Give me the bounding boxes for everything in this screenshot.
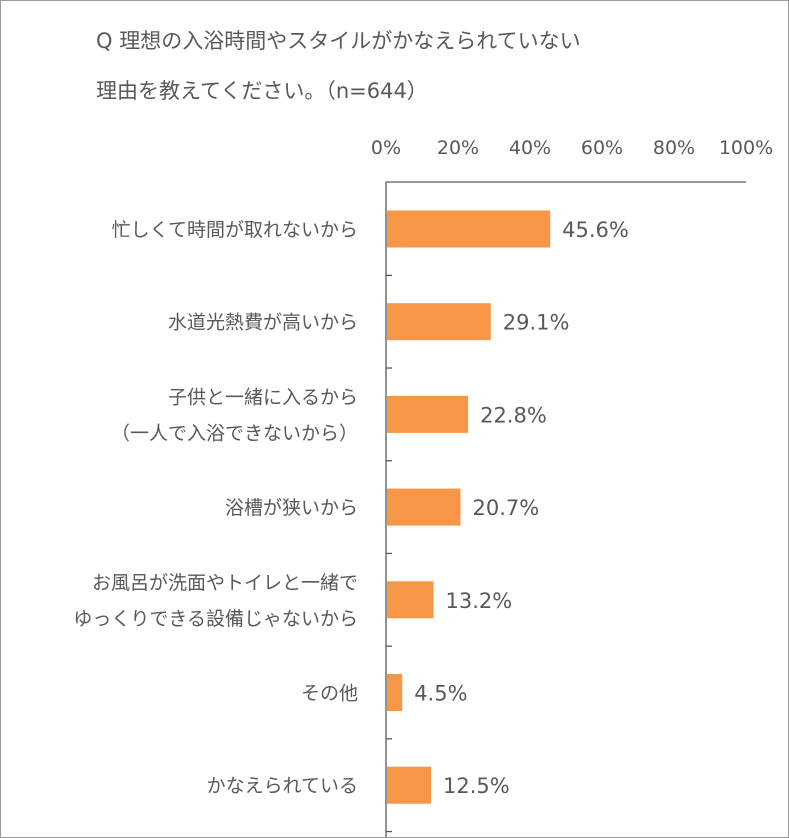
x-tick-label: 80% [653,137,695,159]
x-tick-label: 0% [371,137,401,159]
category-label: お風呂が洗面やトイレと一緒で [92,572,358,594]
bar [387,766,431,804]
bar-value-label: 20.7% [473,496,540,520]
x-tick-label: 40% [509,137,551,159]
bar-value-label: 12.5% [443,774,510,798]
category-label: その他 [301,683,358,705]
category-label: 子供と一緒に入るから [168,386,358,408]
bar-value-label: 29.1% [503,311,570,335]
bar [387,488,461,526]
bar [387,674,403,711]
category-label: （一人で入浴できないから） [111,422,358,444]
category-label: 水道光熱費が高いから [168,312,358,334]
bar-value-label: 13.2% [446,589,513,613]
chart-title-line-2: 理由を教えてください。（n=644） [96,79,428,103]
x-tick-label: 20% [437,137,479,159]
x-tick-label: 100% [719,137,773,159]
bar-value-label: 22.8% [480,403,547,427]
chart-title-line-1: Q 理想の入浴時間やスタイルがかなえられていない [96,29,581,53]
bar [387,581,434,619]
bar [387,395,469,433]
category-label: 浴槽が狭いから [225,497,358,519]
bar-value-label: 45.6% [562,218,629,242]
bar [387,303,491,341]
category-label: 忙しくて時間が取れないから [112,219,358,241]
category-label: ゆっくりできる設備じゃないから [73,608,358,630]
category-label: かなえられている [207,775,358,797]
x-tick-label: 60% [581,137,623,159]
bar [387,210,551,248]
bar-value-label: 4.5% [414,682,467,706]
